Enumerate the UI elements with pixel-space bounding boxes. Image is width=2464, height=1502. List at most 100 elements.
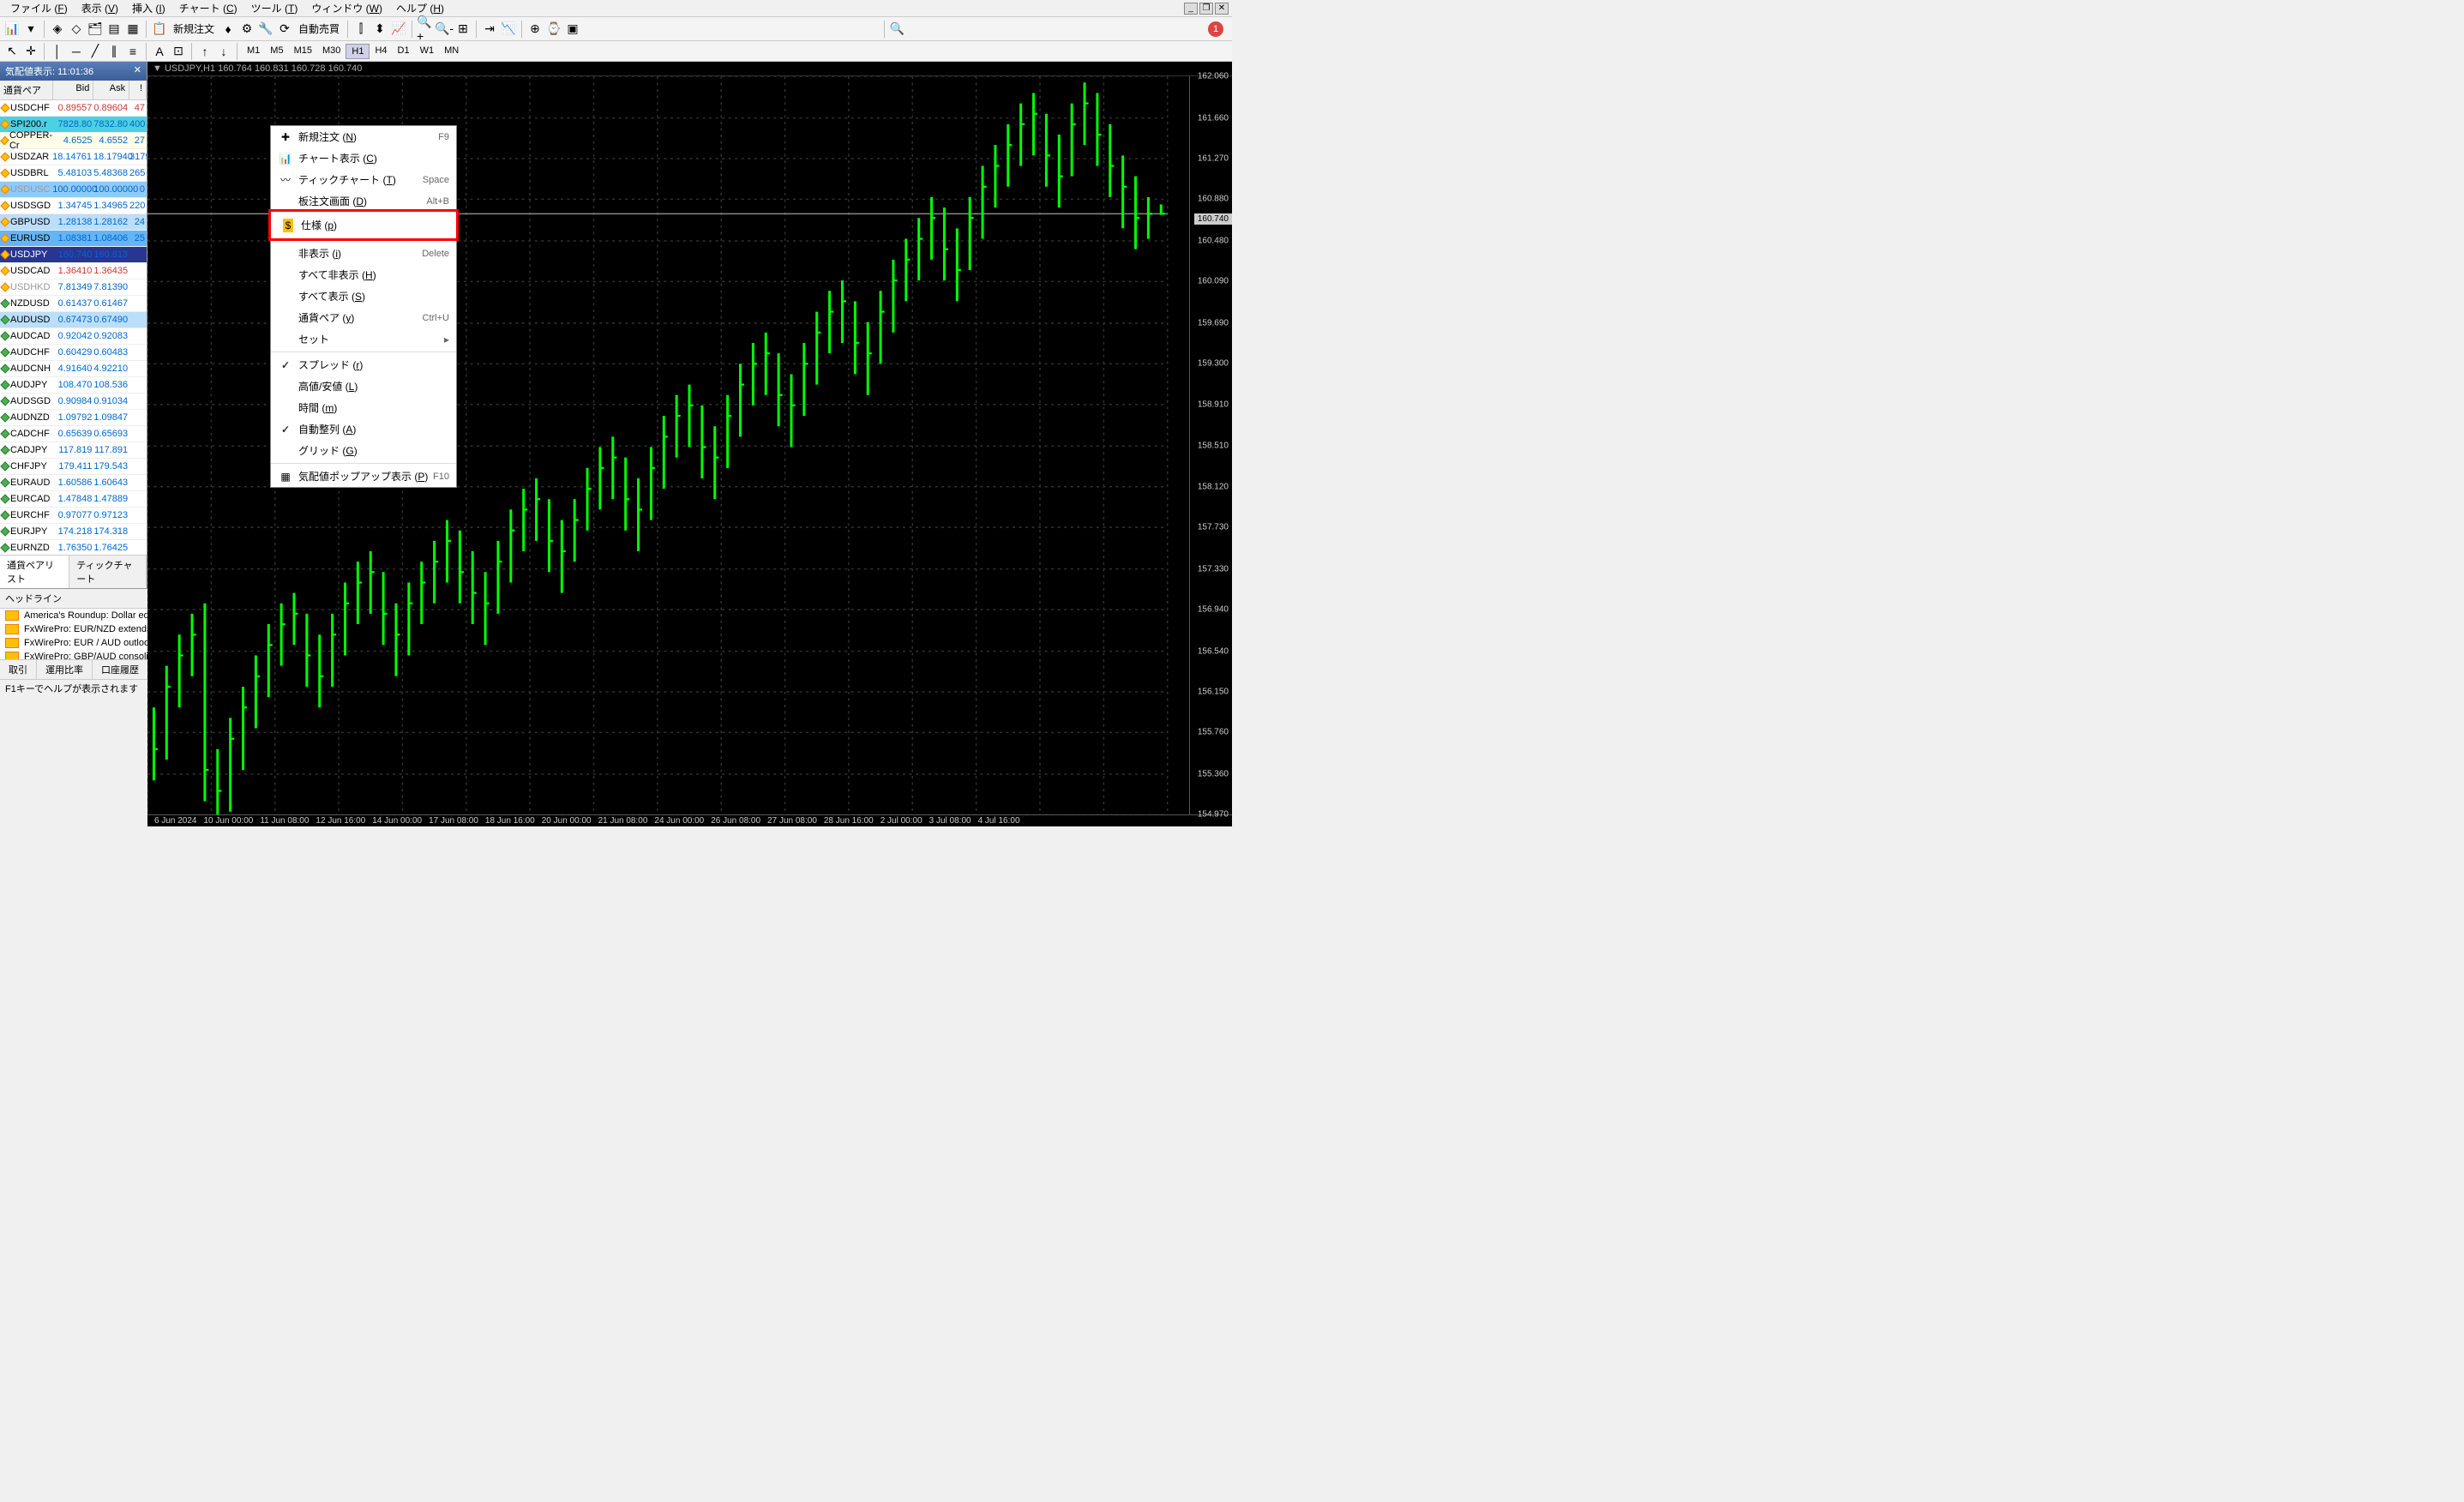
ctx-m[interactable]: 時間 (m) [271,397,456,418]
expert-icon[interactable]: ⚙ [238,21,255,38]
new-order-button[interactable]: 新規注文 [170,20,218,38]
bottom-tab-口座履歴[interactable]: 口座履歴 [93,660,148,679]
menu-w[interactable]: ウィンドウ (W) [304,0,389,17]
ctx-a[interactable]: ✓自動整列 (A) [271,418,456,440]
ctx-h[interactable]: すべて非表示 (H) [271,264,456,285]
timeframe-h1[interactable]: H1 [346,44,370,59]
market-row-usdusc[interactable]: USDUSC100.00000100.000000 [0,182,147,198]
label-icon[interactable]: ⊡ [170,43,187,60]
market-row-nzdusd[interactable]: NZDUSD0.614370.61467 [0,296,147,312]
ctx-r[interactable]: ✓スプレッド (r) [271,354,456,376]
market-row-copper-cr[interactable]: COPPER-Cr4.65254.655227 [0,133,147,149]
timeframe-d1[interactable]: D1 [393,44,415,59]
market-row-usdhkd[interactable]: USDHKD7.813497.81390 [0,279,147,296]
market-row-euraud[interactable]: EURAUD1.605861.60643 [0,475,147,491]
menu-t[interactable]: ツール (T) [244,0,305,17]
maximize-button[interactable]: ❐ [1199,3,1213,15]
candle-chart-icon[interactable]: ⬍ [371,21,388,38]
auto-trade-button[interactable]: 自動売買 [295,20,343,38]
ctx-l[interactable]: 高値/安値 (L) [271,376,456,397]
menu-i[interactable]: 挿入 (I) [125,0,172,17]
fibo-icon[interactable]: ≡ [124,43,141,60]
market-row-eurcad[interactable]: EURCAD1.478481.47889 [0,491,147,508]
text-icon[interactable]: A [151,43,168,60]
timeframe-mn[interactable]: MN [439,44,464,59]
hline-icon[interactable]: ─ [68,43,85,60]
zoom-out-icon[interactable]: 🔍- [436,21,453,38]
timeframe-w1[interactable]: W1 [415,44,440,59]
mw-tab-0[interactable]: 通貨ペアリスト [0,556,69,588]
shift-icon[interactable]: ⇥ [481,21,498,38]
bar-chart-icon[interactable]: ⫿ [352,21,370,38]
market-row-audsgd[interactable]: AUDSGD0.909840.91034 [0,394,147,410]
tester-icon[interactable]: ▦ [124,21,141,38]
bottom-tab-運用比率[interactable]: 運用比率 [37,660,93,679]
ctx-s[interactable]: すべて表示 (S) [271,285,456,307]
indicators-icon[interactable]: 📉 [500,21,517,38]
navigator-icon[interactable]: 🗂 [87,21,104,38]
market-watch-icon[interactable]: ◈ [49,21,66,38]
menu-c[interactable]: チャート (C) [172,0,244,17]
mw-tab-1[interactable]: ティックチャート [69,556,147,588]
vline-icon[interactable]: │ [49,43,66,60]
zoom-in-icon[interactable]: 🔍+ [417,21,434,38]
data-window-icon[interactable]: ◇ [68,21,85,38]
market-row-cadjpy[interactable]: CADJPY117.819117.891 [0,442,147,459]
ctx-i[interactable]: 非表示 (i)Delete [271,243,456,264]
menu-v[interactable]: 表示 (V) [75,0,125,17]
market-row-usdcad[interactable]: USDCAD1.364101.36435 [0,263,147,279]
terminal-icon[interactable]: ▤ [105,21,123,38]
ctx-g[interactable]: グリッド (G) [271,440,456,461]
market-row-eurusd[interactable]: EURUSD1.083811.0840625 [0,231,147,247]
profiles-icon[interactable]: ▾ [22,21,39,38]
line-chart-icon[interactable]: 📈 [390,21,407,38]
strategy-icon[interactable]: ▣ [564,21,581,38]
crosshair-icon[interactable]: ✛ [22,43,39,60]
market-row-audnzd[interactable]: AUDNZD1.097921.09847 [0,410,147,426]
market-row-audcnh[interactable]: AUDCNH4.916404.92210 [0,361,147,377]
market-row-audusd[interactable]: AUDUSD0.674730.67490 [0,312,147,328]
market-row-gbpusd[interactable]: GBPUSD1.281381.2816224 [0,214,147,231]
notification-badge[interactable]: 1 [1208,21,1223,37]
market-row-usdsgd[interactable]: USDSGD1.347451.34965220 [0,198,147,214]
arrow-down-icon[interactable]: ↓ [215,43,232,60]
bottom-tab-取引[interactable]: 取引 [0,660,37,679]
ctx-[interactable]: セット▸ [271,328,456,350]
market-row-usdchf[interactable]: USDCHF0.895570.8960447 [0,100,147,117]
market-row-cadchf[interactable]: CADCHF0.656390.65693 [0,426,147,442]
refresh-icon[interactable]: ⟳ [276,21,293,38]
new-chart-icon[interactable]: 📊 [3,21,21,38]
timeframe-m5[interactable]: M5 [265,44,288,59]
trendline-icon[interactable]: ╱ [87,43,104,60]
auto-scroll-icon[interactable]: ⊞ [454,21,472,38]
timeframe-m30[interactable]: M30 [317,44,346,59]
timeframe-m1[interactable]: M1 [242,44,265,59]
templates-icon[interactable]: ⌚ [545,21,562,38]
menu-f[interactable]: ファイル (F) [3,0,75,17]
market-row-usdzar[interactable]: USDZAR18.1476118.179403179 [0,149,147,165]
close-button[interactable]: ✕ [1215,3,1229,15]
market-row-usdbrl[interactable]: USDBRL5.481035.48368265 [0,165,147,182]
minimize-button[interactable]: _ [1184,3,1198,15]
market-row-chfjpy[interactable]: CHFJPY179.411179.543 [0,459,147,475]
ctx-p[interactable]: $仕様 (p) [268,209,459,241]
market-row-usdjpy[interactable]: USDJPY160.740160.813 [0,247,147,263]
timeframe-m15[interactable]: M15 [289,44,317,59]
market-row-audchf[interactable]: AUDCHF0.604290.60483 [0,345,147,361]
timeframe-h4[interactable]: H4 [370,44,392,59]
market-row-audjpy[interactable]: AUDJPY108.470108.536 [0,377,147,394]
market-watch-close-icon[interactable]: ✕ [134,64,141,78]
market-row-audcad[interactable]: AUDCAD0.920420.92083 [0,328,147,345]
arrow-up-icon[interactable]: ↑ [196,43,213,60]
search-icon[interactable]: 🔍 [889,21,906,38]
metaquotes-icon[interactable]: ♦ [219,21,237,38]
market-row-eurjpy[interactable]: EURJPY174.218174.318 [0,524,147,540]
ctx-t[interactable]: 〰ティックチャート (T)Space [271,169,456,190]
ctx-c[interactable]: 📊チャート表示 (C) [271,147,456,169]
ctx-y[interactable]: 通貨ペア (y)Ctrl+U [271,307,456,328]
ctx-p[interactable]: ▦気配値ポップアップ表示 (P)F10 [271,466,456,487]
options-icon[interactable]: 🔧 [257,21,274,38]
market-row-eurnzd[interactable]: EURNZD1.763501.76425 [0,540,147,555]
periods-icon[interactable]: ⊕ [526,21,544,38]
ctx-n[interactable]: ✚新規注文 (N)F9 [271,126,456,147]
